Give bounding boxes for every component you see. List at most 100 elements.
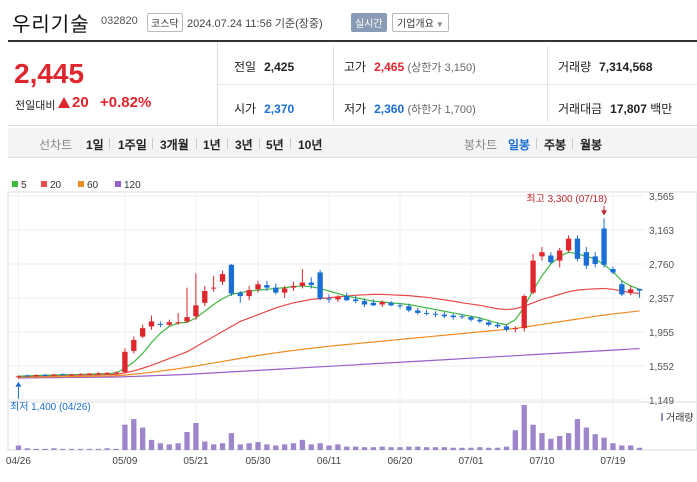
up-arrow-icon: [15, 381, 22, 387]
candle-body: [450, 315, 456, 318]
candle-body: [77, 374, 84, 376]
candle-body: [503, 326, 510, 330]
ma60-line: [18, 310, 640, 378]
volume-bar: [592, 434, 598, 450]
volume-bar: [210, 444, 217, 450]
up-triangle-icon: [58, 97, 70, 108]
candle-body: [432, 313, 439, 315]
high-annotation: 최고 3,300 (07/18): [526, 193, 607, 205]
volume-bar: [77, 448, 84, 450]
legend-label: 60: [87, 180, 99, 191]
candle-body: [352, 299, 359, 302]
company-info-dropdown[interactable]: 기업개요 ▼: [392, 13, 449, 32]
candle-body: [24, 375, 30, 377]
volume-bar: [273, 445, 279, 450]
divider: [536, 138, 537, 149]
tab-1w[interactable]: 1주일: [118, 138, 147, 152]
change-percent: +0.82%: [100, 94, 152, 111]
volume-bar: [326, 445, 332, 450]
candle-body: [468, 317, 474, 320]
volume-bar: [95, 448, 101, 450]
candle-body: [415, 310, 421, 313]
y-tick-label: 1,149: [649, 396, 674, 407]
divider: [290, 138, 291, 149]
volume-bar: [69, 448, 75, 450]
candle-body: [15, 376, 22, 378]
volume-bar: [379, 446, 385, 450]
tab-1d[interactable]: 1일: [86, 138, 104, 152]
candle-body: [228, 264, 235, 294]
candle-body: [406, 306, 412, 311]
volume-bar: [415, 446, 421, 450]
volume-legend-label: 거래량: [666, 412, 694, 424]
candle-body: [140, 328, 146, 337]
company-info-label: 기업개요: [397, 19, 434, 30]
divider: [259, 138, 260, 149]
candle-body: [255, 284, 261, 290]
volume-legend-swatch: [661, 413, 663, 421]
divider: [196, 138, 197, 149]
tab-monthly[interactable]: 월봉: [580, 138, 603, 152]
volume-bar: [406, 446, 412, 450]
candle-body: [361, 301, 368, 305]
candlestick-chart: 3,565 3,163 2,760 2,357 1,955 1,552 1,149 04/26…: [6, 180, 697, 467]
lower-limit: (하한가 1,700): [407, 104, 476, 116]
price-box: 2,445 전일대비 20 +0.82%: [8, 42, 218, 126]
tab-weekly[interactable]: 주봉: [544, 138, 567, 152]
candle-body: [299, 282, 306, 286]
x-tick-label: 04/26: [6, 456, 31, 467]
candle-body: [148, 321, 155, 327]
tab-1y[interactable]: 1년: [203, 138, 221, 152]
y-tick-label: 3,163: [649, 226, 674, 237]
legend-label: 20: [50, 180, 62, 191]
candle-body: [131, 339, 137, 351]
volume-bar: [370, 447, 377, 450]
volume-bar: [494, 447, 501, 450]
volume-bar: [432, 447, 439, 450]
y-tick-label: 3,565: [649, 192, 674, 203]
volume-bar: [15, 445, 22, 450]
candle-body: [610, 269, 616, 273]
tab-10y[interactable]: 10년: [298, 138, 323, 152]
realtime-button[interactable]: 실시간: [351, 13, 387, 32]
candle-body: [51, 374, 57, 376]
stock-code: 032820: [101, 15, 138, 27]
volume-bar: [539, 433, 545, 450]
candle-body: [388, 302, 394, 306]
divider: [218, 84, 697, 85]
price-chart: 3,565 3,163 2,760 2,357 1,955 1,552 1,149 04/26…: [0, 160, 697, 477]
candle-body: [494, 324, 501, 327]
volume-bar: [166, 444, 172, 450]
volume-bar: [521, 405, 527, 450]
y-tick-label: 2,357: [649, 294, 674, 305]
change-label: 전일대비: [15, 100, 56, 112]
volume-bar: [619, 445, 625, 450]
divider: [152, 138, 153, 149]
candle-body: [184, 317, 190, 322]
candle-body: [565, 238, 572, 251]
tab-daily[interactable]: 일봉: [508, 138, 531, 152]
timestamp: 2024.07.24 11:56 기준(장중): [187, 18, 323, 30]
tab-3y[interactable]: 3년: [235, 138, 253, 152]
candle-body: [308, 282, 314, 286]
volume-bar: [601, 437, 607, 450]
volume-bar: [344, 446, 350, 450]
volume-bar: [583, 427, 589, 450]
candle-body: [104, 372, 110, 374]
candle-body: [202, 290, 208, 303]
low-price: 저가 2,360 (하한가 1,700): [344, 100, 476, 117]
legend-swatch: [12, 181, 18, 187]
volume-bar: [477, 447, 483, 450]
candle-body: [95, 373, 101, 375]
amount-value: 17,807: [610, 102, 647, 116]
tab-5y[interactable]: 5년: [266, 138, 284, 152]
tab-3m[interactable]: 3개월: [160, 138, 189, 152]
candle-body: [273, 287, 279, 293]
candle-body: [619, 284, 625, 295]
y-tick-label: 2,760: [649, 260, 674, 271]
candle-body: [477, 319, 483, 322]
x-tick-label: 06/11: [317, 456, 342, 467]
down-arrow-icon: [601, 210, 608, 216]
candle-body: [512, 328, 518, 330]
candle-body: [122, 351, 128, 373]
